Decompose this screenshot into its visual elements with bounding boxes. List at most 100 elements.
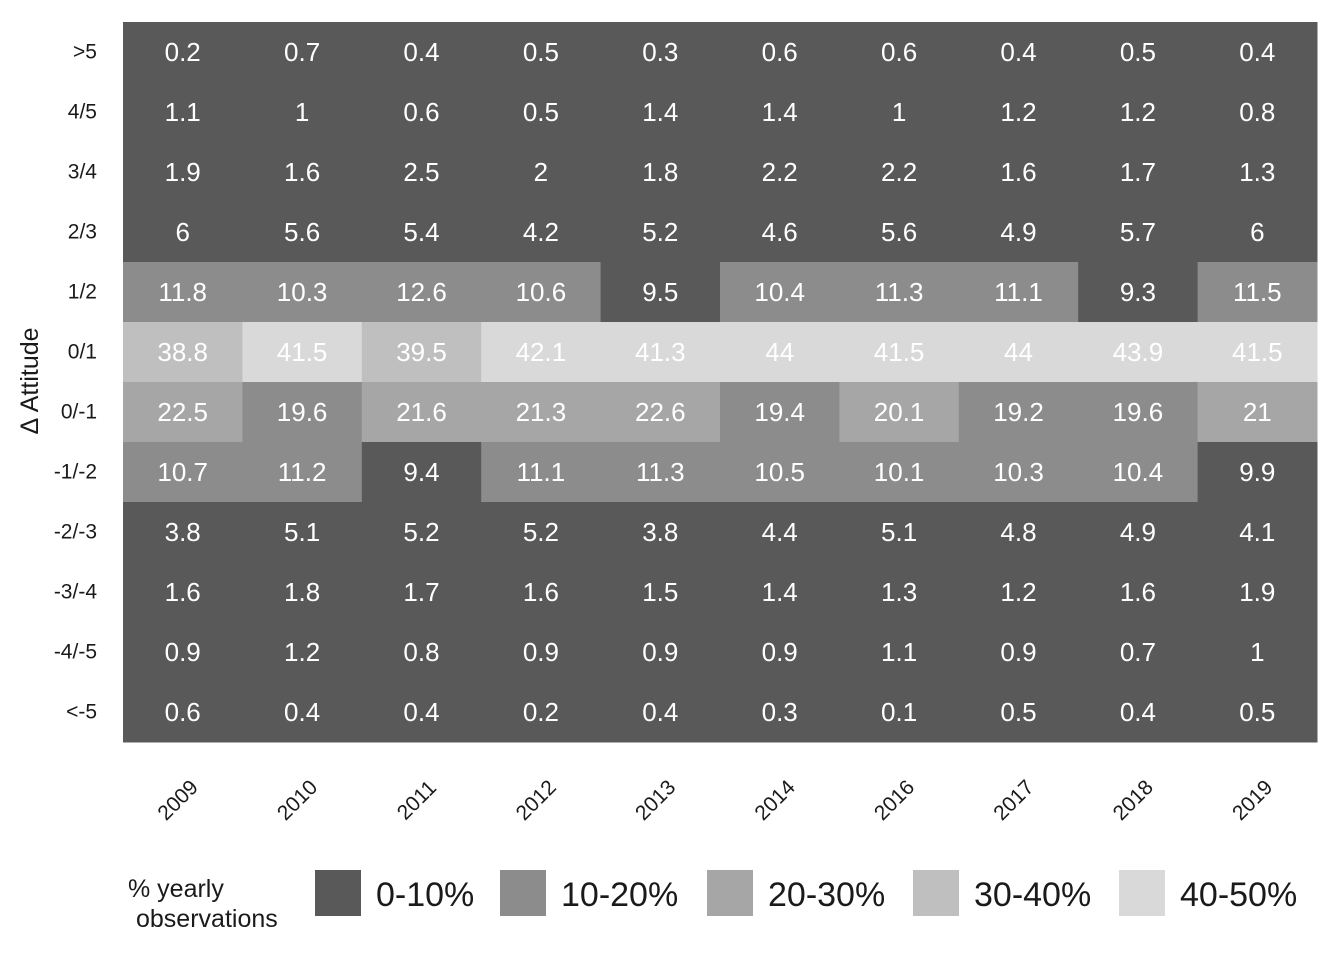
- cell-value-label: 10.5: [754, 457, 805, 487]
- cell-value-label: 10.3: [277, 277, 328, 307]
- heatmap-cell: [1197, 442, 1318, 503]
- cell-value-label: 21.6: [396, 397, 447, 427]
- heatmap-cell: [1197, 622, 1318, 683]
- cell-value-label: 1.8: [642, 157, 678, 187]
- cell-value-label: 41.5: [874, 337, 925, 367]
- x-tick-label: 2016: [870, 776, 919, 825]
- cell-value-label: 9.3: [1120, 277, 1156, 307]
- legend-label: 20-30%: [768, 876, 885, 914]
- heatmap-cell: [720, 82, 840, 143]
- heatmap-cell: [242, 262, 363, 323]
- heatmap-cell: [839, 442, 960, 503]
- cell-value-label: 10.4: [1113, 457, 1164, 487]
- x-tick-label: 2011: [393, 776, 441, 824]
- heatmap-cell: [1078, 142, 1199, 203]
- cell-value-label: 1.4: [762, 97, 798, 127]
- cell-value-label: 11.3: [636, 457, 685, 487]
- heatmap-cell: [1197, 142, 1318, 203]
- cell-value-label: 1.6: [1000, 157, 1036, 187]
- x-tick-label: 2014: [750, 776, 800, 826]
- x-tick-label: 2019: [1228, 776, 1277, 825]
- heatmap-cell: [958, 502, 1079, 563]
- heatmap-cell: [481, 82, 602, 143]
- y-tick-label: 0/-1: [61, 401, 97, 424]
- cell-value-label: 1.6: [284, 157, 320, 187]
- heatmap-cell: [720, 142, 840, 203]
- heatmap-cell: [361, 262, 482, 323]
- heatmap-cell: [361, 82, 482, 143]
- heatmap-cell: [242, 502, 363, 563]
- cell-value-label: 2.5: [403, 157, 439, 187]
- heatmap-cell: [123, 142, 243, 203]
- cell-value-label: 0.5: [1239, 697, 1275, 727]
- heatmap-cell: [839, 502, 960, 563]
- cell-value-label: 0.4: [403, 37, 439, 67]
- heatmap-cell: [481, 142, 602, 203]
- heatmap-cell: [242, 142, 363, 203]
- heatmap-cell: [958, 442, 1079, 503]
- heatmap-cell: [600, 682, 721, 743]
- cell-value-label: 5.2: [403, 517, 439, 547]
- heatmap-cell: [242, 622, 363, 683]
- heatmap-cell: [600, 22, 721, 83]
- cell-value-label: 42.1: [516, 337, 567, 367]
- heatmap-cell: [242, 682, 363, 743]
- legend-label: 40-50%: [1180, 876, 1297, 914]
- cell-value-label: 2: [534, 157, 548, 187]
- y-axis-ticks: >5 4/5 3/4 2/3 1/2 0/1 0/-1 -1/-2 -2/-3 -3/-4 -4/-…: [54, 41, 98, 724]
- heatmap-cell: [600, 442, 721, 503]
- cell-value-label: 11.8: [158, 277, 207, 307]
- heatmap-cell: [600, 322, 721, 383]
- heatmap-cell: [720, 502, 840, 563]
- cell-value-label: 0.8: [1239, 97, 1275, 127]
- heatmap-cell: [481, 682, 602, 743]
- heatmap-cell: [958, 562, 1079, 623]
- y-tick-label: >5: [73, 41, 97, 64]
- heatmap-cell: [600, 382, 721, 443]
- legend-title-line-1: % yearly: [128, 875, 224, 903]
- cell-value-label: 1.2: [1000, 97, 1036, 127]
- heatmap-cell: [361, 442, 482, 503]
- heatmap-cell: [600, 622, 721, 683]
- cell-value-label: 4.2: [523, 217, 559, 247]
- heatmap-cell: [1078, 502, 1199, 563]
- cell-value-label: 5.6: [284, 217, 320, 247]
- x-axis-ticks: 2009 2010 2011 2012 2013 2014 2016 2017 2018 2019: [153, 776, 1277, 826]
- cell-value-label: 1.4: [762, 577, 798, 607]
- legend: % yearly observations 0-10% 10-20% 20-30% 3…: [128, 870, 1297, 933]
- cell-value-label: 44: [1004, 337, 1033, 367]
- heatmap-cells: [123, 22, 1318, 743]
- heatmap-cell: [361, 202, 482, 263]
- heatmap-cell: [1078, 322, 1199, 383]
- cell-value-label: 0.5: [1000, 697, 1036, 727]
- heatmap-cell: [1078, 22, 1199, 83]
- legend-swatch: [913, 870, 959, 916]
- cell-value-label: 5.2: [642, 217, 678, 247]
- cell-value-label: 11.1: [517, 457, 566, 487]
- cell-value-label: 0.6: [881, 37, 917, 67]
- cell-value-label: 0.3: [762, 697, 798, 727]
- heatmap-cell: [1197, 562, 1318, 623]
- cell-value-label: 39.5: [396, 337, 447, 367]
- heatmap-cell: [600, 82, 721, 143]
- cell-value-label: 5.4: [403, 217, 439, 247]
- cell-value-label: 0.2: [165, 37, 201, 67]
- cell-value-label: 9.9: [1239, 457, 1275, 487]
- cell-value-label: 1.6: [1120, 577, 1156, 607]
- cell-value-label: 1.3: [1239, 157, 1275, 187]
- heatmap-cell: [720, 262, 840, 323]
- heatmap-cell: [481, 442, 602, 503]
- heatmap-cell: [242, 382, 363, 443]
- heatmap-cell: [958, 382, 1079, 443]
- heatmap-cell: [1078, 622, 1199, 683]
- heatmap-cell: [123, 502, 243, 563]
- heatmap-cell: [1197, 202, 1318, 263]
- cell-value-label: 0.5: [1120, 37, 1156, 67]
- cell-value-label: 0.7: [284, 37, 320, 67]
- cell-value-label: 41.3: [635, 337, 686, 367]
- cell-value-label: 0.4: [284, 697, 320, 727]
- heatmap-cell: [1078, 442, 1199, 503]
- heatmap-cell: [361, 322, 482, 383]
- heatmap-cell: [481, 562, 602, 623]
